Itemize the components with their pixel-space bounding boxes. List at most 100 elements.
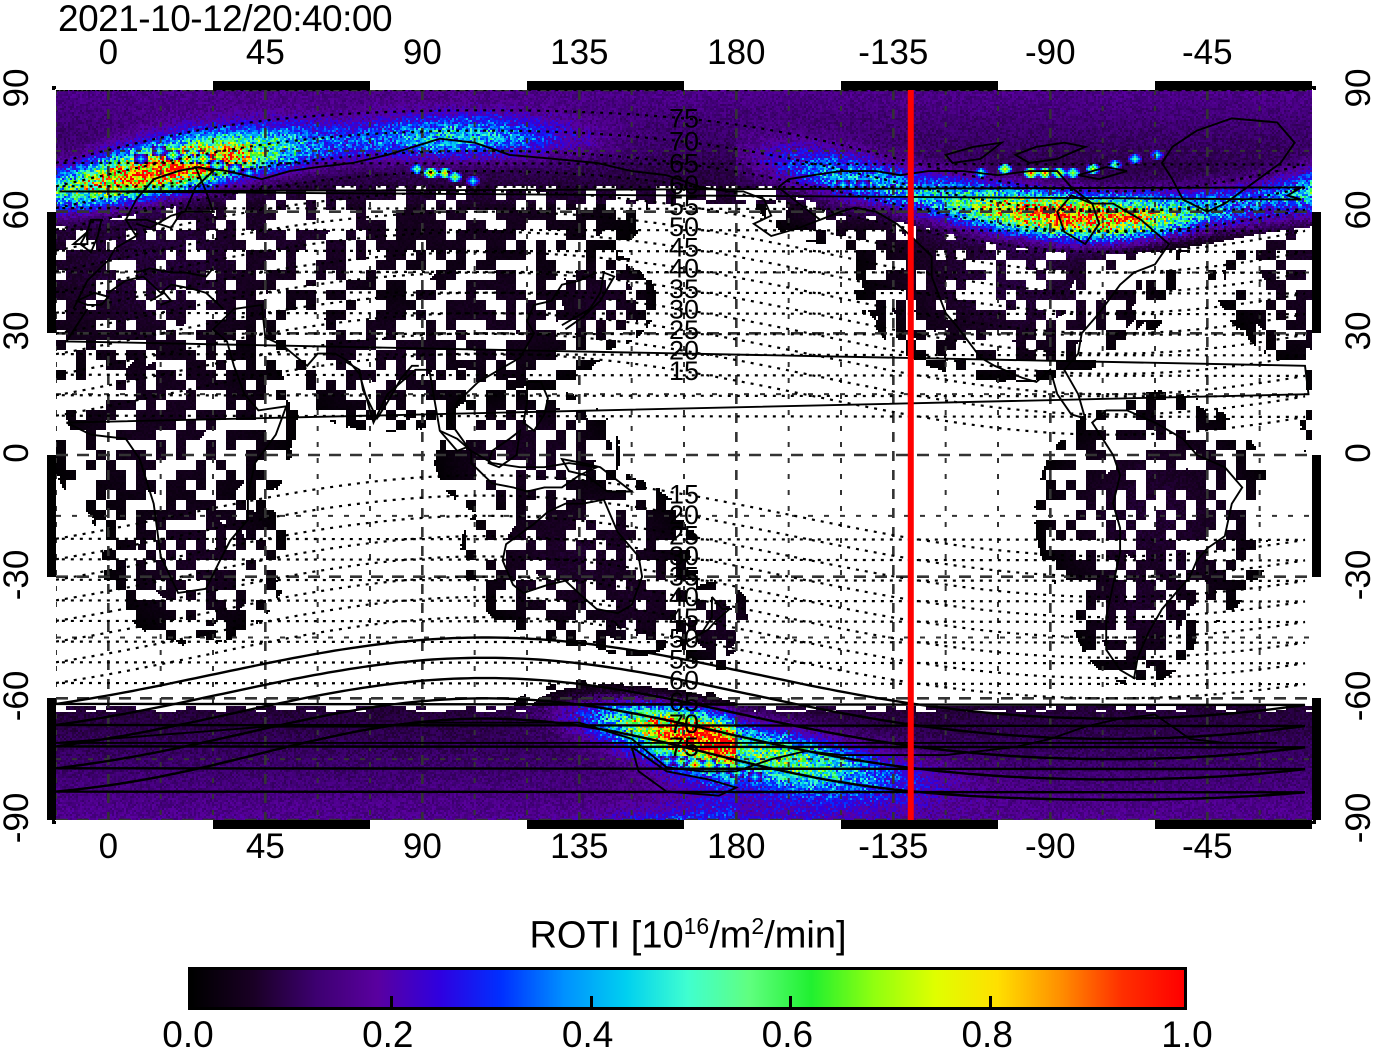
y-tick-left-30: 30 [0, 311, 36, 351]
x-tick-top--135: -135 [858, 33, 929, 72]
colorbar-tick-0.2: 0.2 [362, 1014, 414, 1055]
coastline [345, 360, 419, 421]
magnetic-latitude-label: 30 [669, 541, 699, 571]
coastline [439, 429, 601, 493]
colorbar-title-main: ROTI [10 [529, 914, 684, 957]
terminator-meridian-line [907, 90, 914, 820]
magnetic-latitude-contour [56, 676, 1306, 761]
coastline [74, 291, 110, 306]
coastline [487, 428, 522, 469]
coastline [135, 267, 214, 278]
colorbar-gradient [191, 970, 1184, 1007]
magnetic-latitude-label: 50 [669, 624, 699, 654]
magnetic-latitude-contour-layer: 7570656055504540353025201515202530354045… [56, 90, 1306, 801]
colorbar-title: ROTI [1016/m2/min] [0, 913, 1376, 958]
magnetic-latitude-label: 25 [669, 315, 699, 345]
magnetic-latitude-contour [56, 656, 1306, 741]
y-tick-left--90: -90 [0, 792, 36, 844]
ruler-seg [527, 81, 684, 90]
ruler-seg [47, 698, 56, 820]
x-tick-bottom--45: -45 [1182, 827, 1233, 866]
coastline-layer [56, 117, 1310, 797]
colorbar-tick-1.0: 1.0 [1161, 1014, 1213, 1055]
magnetic-latitude-label: 35 [669, 561, 699, 591]
magnetic-latitude-contour [56, 636, 1306, 720]
magnetic-latitude-label: 65 [669, 687, 699, 717]
ruler-seg [841, 820, 998, 829]
ruler-seg [213, 81, 370, 90]
coastline [1077, 166, 1128, 181]
coastline [70, 229, 89, 246]
y-tick-right-30: 30 [1339, 311, 1376, 351]
magnetic-latitude-label: 45 [669, 233, 699, 263]
magnetic-latitude-label: 60 [669, 665, 699, 695]
ruler-band-bottom [56, 820, 1312, 829]
magnetic-latitude-label: 20 [669, 336, 699, 366]
coastline [1013, 141, 1089, 164]
y-tick-right-0: 0 [1339, 443, 1376, 463]
magnetic-latitude-label: 35 [669, 274, 699, 304]
colorbar-exponent-2: 2 [751, 913, 765, 939]
x-tick-top-135: 135 [550, 33, 609, 72]
coastline [687, 596, 732, 643]
x-tick-bottom-90: 90 [402, 827, 442, 866]
coastline [560, 457, 635, 493]
coastline [522, 381, 549, 433]
x-tick-top--90: -90 [1025, 33, 1076, 72]
coastline [56, 713, 1278, 773]
coastline [1090, 409, 1244, 680]
y-tick-right--60: -60 [1339, 671, 1376, 722]
magnetic-latitude-label: 25 [669, 520, 699, 550]
colorbar-tickmark-0.4 [589, 996, 593, 1007]
x-tick-bottom--90: -90 [1025, 827, 1076, 866]
colorbar-title-end: /min] [764, 914, 847, 957]
ruler-seg [1312, 211, 1321, 334]
ruler-seg [1155, 820, 1312, 829]
y-tick-left-60: 60 [0, 190, 36, 230]
coastline [944, 141, 1005, 165]
ruler-band-left [47, 90, 56, 820]
x-tick-top-180: 180 [707, 33, 766, 72]
y-tick-right--90: -90 [1339, 792, 1376, 844]
y-tick-left--30: -30 [0, 549, 36, 600]
ruler-band-top [56, 81, 1312, 90]
map-plot-area: 75 70 65 60 55 50 45 40 35 30 25 20 15 15 20 25 30 35 40 45… [56, 90, 1312, 820]
ruler-seg [841, 81, 998, 90]
magnetic-latitude-label: 40 [669, 253, 699, 283]
magnetic-latitude-label: 20 [669, 500, 699, 530]
colorbar-tick-0.4: 0.4 [561, 1014, 614, 1055]
ruler-seg [47, 211, 56, 334]
y-tick-right-60: 60 [1339, 190, 1376, 230]
magnetic-latitude-label: 55 [669, 191, 699, 221]
y-tick-right--30: -30 [1339, 549, 1376, 600]
magnetic-latitude-label: 45 [669, 603, 699, 633]
x-tick-bottom--135: -135 [858, 827, 929, 866]
y-tick-left-0: 0 [0, 443, 36, 463]
magnetic-latitude-label: 40 [669, 582, 699, 612]
x-tick-bottom-0: 0 [98, 827, 119, 866]
x-tick-top-45: 45 [245, 33, 285, 72]
ruler-seg [1155, 81, 1312, 90]
colorbar-tick-0.8: 0.8 [961, 1014, 1013, 1055]
coastline [1160, 117, 1296, 213]
magnetic-latitude-label: 60 [669, 170, 699, 200]
magnetic-latitude-label: 15 [669, 356, 699, 386]
magnetic-latitude-label: 70 [669, 709, 699, 739]
coastline [107, 275, 225, 310]
ruler-seg [47, 455, 56, 577]
page-title: 2021-10-12/20:40:00 [58, 0, 393, 39]
ruler-band-right [1312, 90, 1321, 820]
colorbar[interactable] [188, 967, 1187, 1010]
x-tick-bottom-135: 135 [550, 827, 609, 866]
x-tick-top-0: 0 [98, 33, 119, 72]
magnetic-latitude-label: 75 [669, 732, 699, 762]
colorbar-tick-0.6: 0.6 [761, 1014, 814, 1055]
magnetic-latitude-contour [56, 697, 1306, 781]
ruler-seg [527, 820, 684, 829]
x-tick-top-90: 90 [402, 33, 442, 72]
colorbar-title-mid: /m [709, 914, 752, 957]
ruler-seg [213, 820, 370, 829]
colorbar-tickmark-0.2 [389, 996, 393, 1007]
coastline [149, 291, 173, 306]
coastline [124, 166, 215, 229]
